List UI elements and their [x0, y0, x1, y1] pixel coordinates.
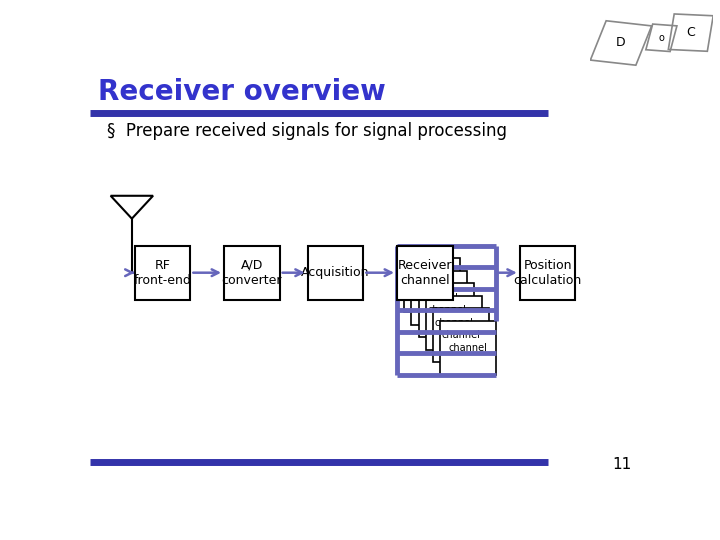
Text: A/D
converter: A/D converter	[222, 259, 282, 287]
Bar	[520, 246, 575, 300]
Text: Receiver overview: Receiver overview	[99, 78, 386, 106]
Bar	[433, 308, 489, 362]
Text: D: D	[616, 37, 626, 50]
Text: 11: 11	[612, 457, 631, 472]
Text: channel: channel	[427, 305, 466, 315]
Text: RF
front-end: RF front-end	[134, 259, 192, 287]
Text: §  Prepare received signals for signal processing: § Prepare received signals for signal pr…	[107, 123, 507, 140]
Text: channel: channel	[413, 280, 451, 290]
Text: channel: channel	[449, 342, 487, 353]
Bar	[668, 14, 714, 51]
Text: Position
calculation: Position calculation	[513, 259, 582, 287]
Bar	[441, 321, 496, 375]
Bar	[590, 21, 652, 65]
Bar	[135, 246, 190, 300]
Bar	[307, 246, 364, 300]
Bar	[404, 258, 460, 312]
Text: channel: channel	[420, 293, 459, 302]
Bar	[411, 271, 467, 325]
Bar	[418, 283, 474, 337]
Bar	[646, 24, 677, 51]
Text: channel: channel	[434, 318, 473, 328]
Text: o: o	[659, 33, 665, 43]
Text: channel: channel	[441, 330, 480, 340]
Bar	[397, 246, 453, 300]
Bar	[426, 295, 482, 349]
Bar	[224, 246, 279, 300]
Text: C: C	[686, 26, 695, 39]
Text: Acquisition: Acquisition	[301, 266, 370, 279]
Text: Receiver
channel: Receiver channel	[397, 259, 452, 287]
